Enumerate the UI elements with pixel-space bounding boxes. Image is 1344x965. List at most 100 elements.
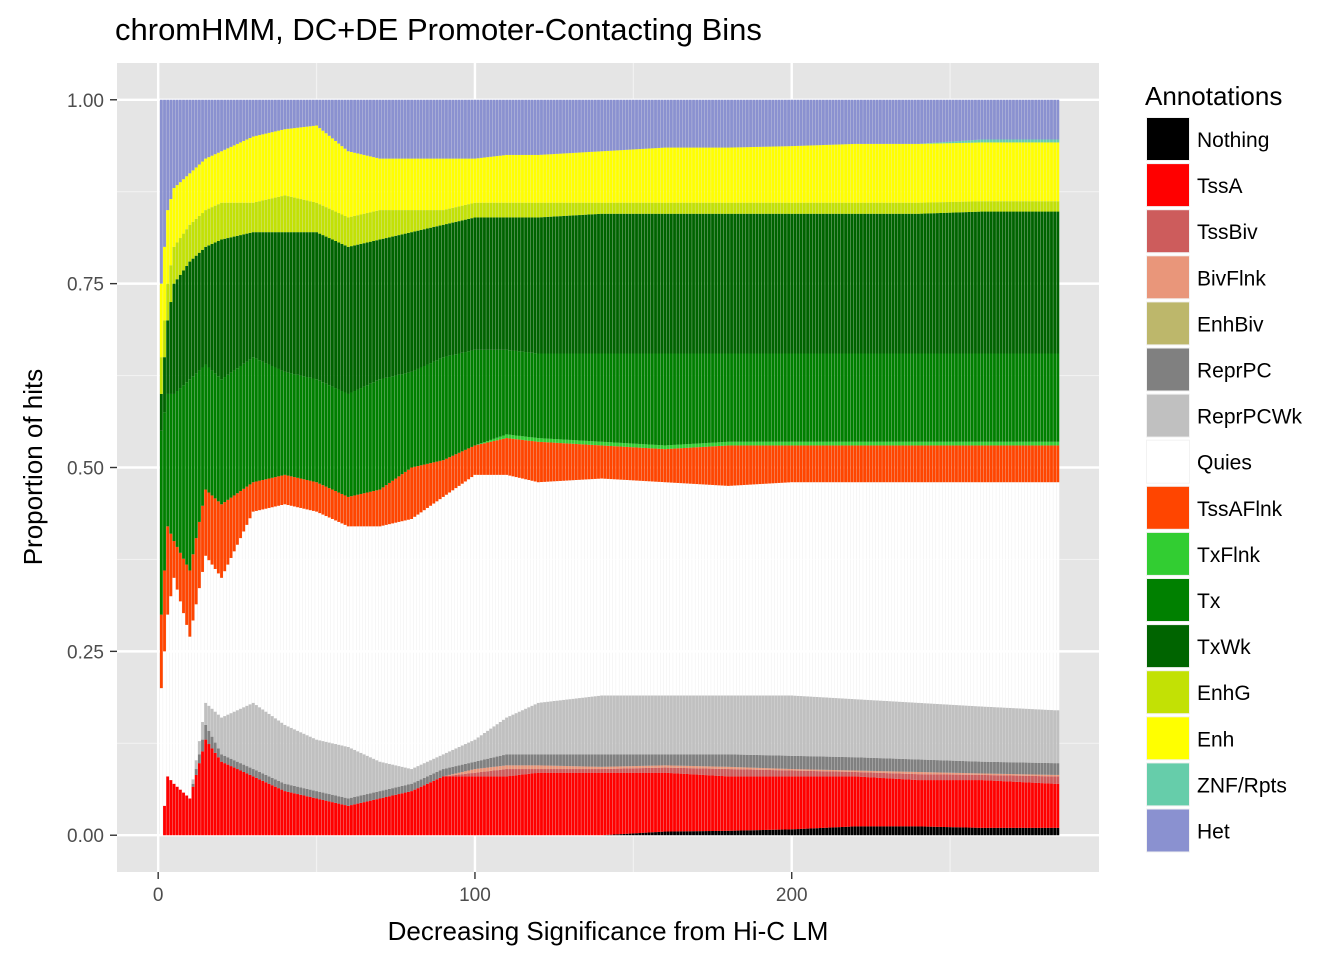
bar-segment-reprpcwk bbox=[892, 701, 895, 758]
bar-segment-tssbiv bbox=[572, 769, 575, 773]
bar-255 bbox=[965, 100, 968, 835]
bar-segment-tx bbox=[702, 354, 705, 444]
bar-166 bbox=[683, 100, 686, 835]
bar-segment-het bbox=[705, 100, 708, 148]
bar-segment-enh bbox=[299, 127, 302, 199]
bar-segment-enhg bbox=[287, 196, 290, 232]
bar-segment-tssa bbox=[575, 773, 578, 836]
bar-segment-quies bbox=[714, 485, 717, 695]
bar-segment-enh bbox=[977, 143, 980, 202]
bar-57 bbox=[337, 100, 340, 835]
bar-segment-tssa bbox=[698, 775, 701, 831]
bar-segment-tssa bbox=[930, 780, 933, 827]
bar-segment-txwk bbox=[841, 214, 844, 354]
bar-segment-het bbox=[350, 100, 353, 152]
bar-segment-quies bbox=[1025, 482, 1028, 709]
bar-segment-quies bbox=[825, 482, 828, 697]
bar-segment-bivflnk bbox=[493, 767, 496, 771]
bar-segment-quies bbox=[936, 482, 939, 704]
bar-156 bbox=[651, 100, 654, 835]
bar-segment-reprpcwk bbox=[714, 695, 717, 754]
bar-segment-enh bbox=[879, 144, 882, 203]
bar-210 bbox=[822, 100, 825, 835]
bar-segment-tssaflnk bbox=[936, 445, 939, 482]
bar-segment-txwk bbox=[417, 231, 420, 369]
bar-segment-tssa bbox=[489, 776, 492, 835]
bar-segment-reprpc bbox=[480, 760, 483, 768]
bar-segment-tssaflnk bbox=[670, 449, 673, 483]
bar-segment-quies bbox=[179, 601, 182, 789]
bar-segment-txwk bbox=[689, 214, 692, 354]
bar-segment-tssbiv bbox=[1015, 776, 1018, 782]
bar-segment-enhg bbox=[277, 197, 280, 232]
bar-segment-tssa bbox=[195, 775, 198, 835]
bar-segment-enhg bbox=[749, 203, 752, 214]
bar-segment-het bbox=[436, 100, 439, 159]
bar-segment-znf-rpts bbox=[990, 139, 993, 142]
bar-segment-txwk bbox=[271, 232, 274, 366]
bar-segment-bivflnk bbox=[923, 772, 926, 774]
bar-segment-enhg bbox=[635, 203, 638, 214]
bar-segment-reprpcwk bbox=[626, 695, 629, 754]
bar-segment-enh bbox=[828, 145, 831, 203]
bar-181 bbox=[730, 100, 733, 835]
bar-segment-enh bbox=[366, 156, 369, 213]
bar-segment-het bbox=[512, 100, 515, 155]
bar-segment-txflnk bbox=[999, 442, 1002, 446]
bar-segment-reprpcwk bbox=[382, 762, 385, 790]
bar-segment-quies bbox=[835, 482, 838, 698]
bar-segment-het bbox=[686, 100, 689, 148]
bar-segment-enhg bbox=[885, 203, 888, 214]
bar-segment-het bbox=[790, 100, 793, 146]
bar-segment-tssa bbox=[306, 796, 309, 835]
bar-segment-txflnk bbox=[721, 442, 724, 446]
bar-segment-tx bbox=[467, 351, 470, 448]
bar-segment-enh bbox=[797, 146, 800, 203]
bar-segment-txflnk bbox=[515, 436, 518, 440]
legend-key bbox=[1147, 717, 1189, 759]
bar-segment-bivflnk bbox=[543, 766, 546, 770]
bar-122 bbox=[543, 100, 546, 835]
bar-segment-het bbox=[1044, 100, 1047, 140]
bar-segment-txflnk bbox=[512, 435, 515, 439]
bar-segment-bivflnk bbox=[892, 771, 895, 773]
bar-segment-txflnk bbox=[809, 442, 812, 446]
bar-segment-tx bbox=[315, 379, 318, 482]
bar-segment-tssaflnk bbox=[626, 447, 629, 480]
bar-segment-nothing bbox=[638, 833, 641, 835]
bar-segment-bivflnk bbox=[854, 771, 857, 772]
bar-segment-tssa bbox=[787, 776, 790, 829]
bar-segment-tx bbox=[578, 354, 581, 441]
bar-segment-bivflnk bbox=[531, 765, 534, 769]
bar-segment-tx bbox=[540, 354, 543, 439]
bar-segment-nothing bbox=[850, 827, 853, 836]
bar-segment-txwk bbox=[559, 216, 562, 353]
bar-segment-quies bbox=[743, 485, 746, 696]
bar-259 bbox=[977, 100, 980, 835]
bar-segment-enhg bbox=[664, 203, 667, 214]
bar-segment-quies bbox=[1034, 482, 1037, 709]
bar-segment-tssa bbox=[695, 775, 698, 832]
bar-segment-txflnk bbox=[559, 439, 562, 443]
bar-219 bbox=[850, 100, 853, 835]
bar-segment-quies bbox=[318, 513, 321, 740]
bar-segment-reprpc bbox=[768, 755, 771, 768]
bar-segment-txwk bbox=[426, 228, 429, 364]
bar-segment-bivflnk bbox=[1012, 774, 1015, 775]
bar-segment-quies bbox=[280, 505, 283, 723]
bar-segment-reprpc bbox=[914, 759, 917, 772]
bar-segment-tssa bbox=[261, 781, 264, 835]
bar-segment-tssa bbox=[309, 797, 312, 835]
bar-segment-het bbox=[185, 100, 188, 176]
bar-segment-txflnk bbox=[825, 442, 828, 446]
bar-segment-tx bbox=[299, 376, 302, 479]
bar-segment-enhg bbox=[949, 202, 952, 213]
bar-81 bbox=[413, 100, 416, 835]
bar-segment-tssa bbox=[743, 776, 746, 830]
bar-segment-het bbox=[315, 100, 318, 126]
bar-segment-enhg bbox=[901, 203, 904, 214]
bar-172 bbox=[702, 100, 705, 835]
bar-segment-enh bbox=[610, 151, 613, 203]
bar-segment-tssa bbox=[645, 773, 648, 833]
bar-segment-tssaflnk bbox=[866, 445, 869, 482]
